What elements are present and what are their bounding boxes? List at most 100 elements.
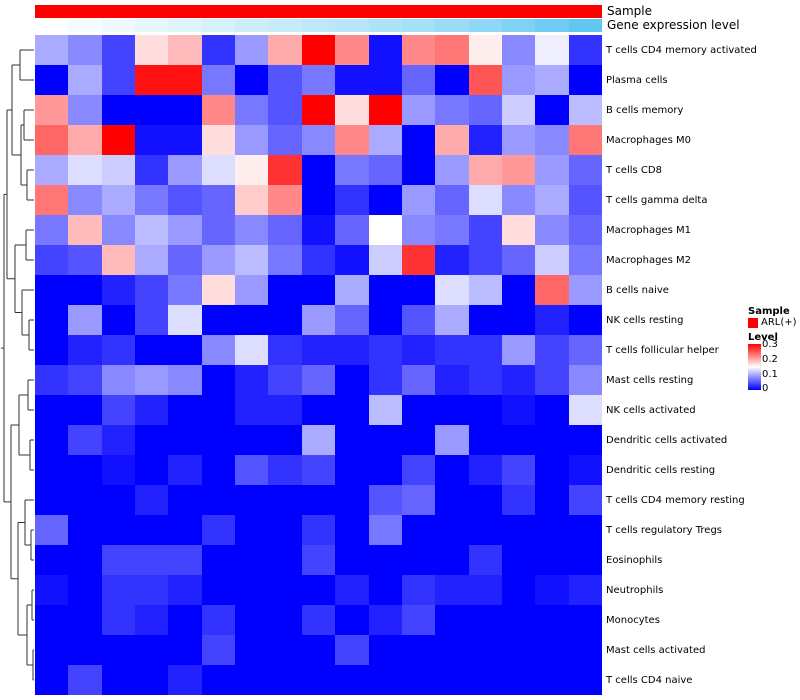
heatmap-cell xyxy=(201,575,236,605)
heatmap-cell xyxy=(101,65,136,95)
heatmap-cell xyxy=(435,125,469,155)
heatmap-cell xyxy=(368,35,402,65)
heatmap-cell xyxy=(101,485,136,515)
legend-sample-item: ARL(+) xyxy=(748,317,798,328)
heatmap-cell xyxy=(368,185,402,215)
heatmap-cell xyxy=(235,455,269,485)
heatmap-cell xyxy=(268,245,302,275)
heatmap-cell xyxy=(401,275,436,305)
row-label: T cells CD4 memory activated xyxy=(606,44,757,56)
heatmap-cell xyxy=(501,215,536,245)
heatmap-cell xyxy=(401,575,436,605)
heatmap-cell xyxy=(335,185,369,215)
heatmap-cell xyxy=(468,185,502,215)
heatmap-cell xyxy=(468,305,502,335)
heatmap-cell xyxy=(435,425,469,455)
heatmap-cell xyxy=(135,185,169,215)
heatmap-cell xyxy=(68,95,102,125)
heatmap-cell xyxy=(35,95,69,125)
heatmap-cell xyxy=(268,275,302,305)
heatmap-cell xyxy=(101,245,136,275)
heatmap-cell xyxy=(468,245,502,275)
heatmap-cell xyxy=(301,275,336,305)
heatmap-cell xyxy=(435,95,469,125)
heatmap-cell xyxy=(468,275,502,305)
heatmap-cell xyxy=(168,515,202,545)
gene-expression-annotation-bar xyxy=(35,19,603,32)
heatmap-cell xyxy=(468,515,502,545)
heatmap-cell xyxy=(168,455,202,485)
heatmap-cell xyxy=(435,35,469,65)
heatmap-cell xyxy=(368,485,402,515)
heatmap-cell xyxy=(268,545,302,575)
heatmap-cell xyxy=(101,305,136,335)
expression-level-segment xyxy=(68,19,102,32)
heatmap-cell xyxy=(468,545,502,575)
legend-sample-swatch xyxy=(748,317,758,328)
heatmap-cell xyxy=(335,515,369,545)
heatmap-cell xyxy=(535,395,569,425)
heatmap-cell xyxy=(135,65,169,95)
heatmap-cell xyxy=(168,605,202,635)
heatmap-cell xyxy=(68,365,102,395)
heatmap-cell xyxy=(335,455,369,485)
heatmap-cell xyxy=(468,65,502,95)
heatmap-cell xyxy=(35,395,69,425)
gene-expression-annotation-label: Gene expression level xyxy=(607,18,740,32)
heatmap-cell xyxy=(335,665,369,695)
heatmap-cell xyxy=(401,155,436,185)
heatmap-cell xyxy=(168,545,202,575)
heatmap-cell xyxy=(535,305,569,335)
heatmap-cell xyxy=(201,395,236,425)
heatmap-cell xyxy=(535,215,569,245)
row-labels: T cells CD4 memory activated Plasma cells… xyxy=(606,35,796,695)
heatmap-cell xyxy=(301,245,336,275)
heatmap-cell xyxy=(35,35,69,65)
heatmap-cell xyxy=(401,425,436,455)
heatmap-cell xyxy=(201,665,236,695)
heatmap-cell xyxy=(235,575,269,605)
heatmap-cell xyxy=(101,425,136,455)
heatmap-cell xyxy=(201,605,236,635)
heatmap-cell xyxy=(101,515,136,545)
heatmap-cell xyxy=(101,455,136,485)
heatmap-cell xyxy=(235,545,269,575)
heatmap-cell xyxy=(68,125,102,155)
heatmap-cell xyxy=(201,305,236,335)
heatmap-cell xyxy=(101,365,136,395)
heatmap-cell xyxy=(401,455,436,485)
heatmap-cell xyxy=(201,155,236,185)
heatmap-cell xyxy=(501,335,536,365)
legend: Sample ARL(+) Level 0.3 0.2 0.1 0 xyxy=(748,306,798,394)
heatmap-cell xyxy=(168,395,202,425)
row-label: Monocytes xyxy=(606,614,660,626)
heatmap-cell xyxy=(235,635,269,665)
heatmap-cell xyxy=(535,125,569,155)
heatmap-cell xyxy=(301,155,336,185)
heatmap-cell xyxy=(501,155,536,185)
heatmap-cell xyxy=(101,335,136,365)
heatmap-cell xyxy=(368,155,402,185)
heatmap-cell xyxy=(368,365,402,395)
heatmap-cell xyxy=(368,425,402,455)
heatmap-cell xyxy=(335,275,369,305)
row-label: T cells regulatory Tregs xyxy=(606,524,723,536)
legend-level-scale: 0.3 0.2 0.1 0 xyxy=(748,340,798,394)
heatmap-cell xyxy=(135,455,169,485)
heatmap-cell xyxy=(535,95,569,125)
heatmap-cell xyxy=(401,125,436,155)
heatmap-cell xyxy=(268,215,302,245)
heatmap-cell xyxy=(35,65,69,95)
heatmap-cell xyxy=(301,605,336,635)
heatmap-cell xyxy=(335,215,369,245)
heatmap-cell xyxy=(368,545,402,575)
heatmap-cell xyxy=(201,515,236,545)
heatmap-cell xyxy=(68,635,102,665)
heatmap-cell xyxy=(368,275,402,305)
heatmap-cell xyxy=(468,665,502,695)
heatmap-cell xyxy=(501,575,536,605)
heatmap-cell xyxy=(435,455,469,485)
heatmap-cell xyxy=(335,305,369,335)
heatmap-cell xyxy=(68,425,102,455)
heatmap-cell xyxy=(68,305,102,335)
